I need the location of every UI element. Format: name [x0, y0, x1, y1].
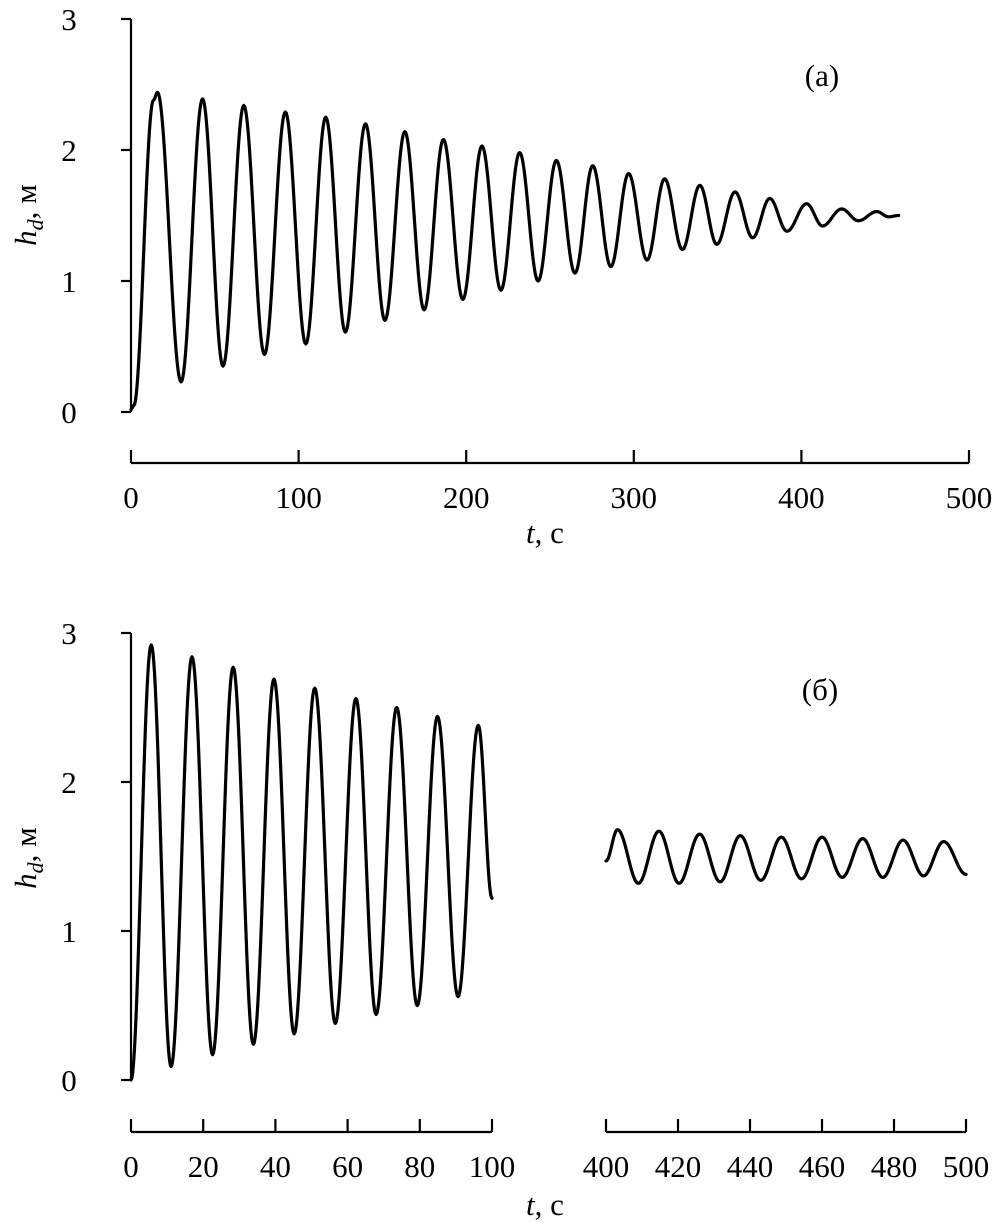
- panel-label: (a): [805, 58, 839, 93]
- x-tick-label: 40: [260, 1149, 291, 1184]
- y-tick-label: 3: [61, 616, 77, 651]
- y-tick-label: 0: [61, 1063, 77, 1098]
- y-axis: 0 1 2 3: [61, 2, 133, 430]
- y-tick-label: 1: [61, 264, 77, 299]
- x-axis-title: t, с: [526, 515, 564, 550]
- x-tick-label: 440: [727, 1149, 774, 1184]
- y-tick-label: 2: [61, 133, 77, 168]
- x-tick-label: 480: [871, 1149, 918, 1184]
- x-tick-label: 400: [778, 480, 825, 515]
- panel-label: (б): [802, 672, 838, 707]
- x-axis: 0 20 40 60 80 100 400 420 440 460 480 500: [123, 1119, 989, 1184]
- y-tick-label: 1: [61, 914, 77, 949]
- x-tick-label: 300: [611, 480, 658, 515]
- x-axis-title: t, с: [526, 1187, 564, 1222]
- x-tick-label: 0: [123, 1149, 139, 1184]
- x-tick-label: 0: [123, 480, 139, 515]
- y-tick-label: 3: [61, 2, 77, 37]
- y-axis: 0 1 2 3: [61, 616, 133, 1098]
- x-tick-label: 100: [275, 480, 322, 515]
- x-tick-label: 400: [583, 1149, 630, 1184]
- series-curve: [129, 90, 901, 411]
- x-tick-label: 20: [188, 1149, 219, 1184]
- y-tick-label: 2: [61, 765, 77, 800]
- x-tick-label: 100: [469, 1149, 516, 1184]
- y-axis-title: hd, м: [8, 184, 48, 246]
- x-axis: 0 100 200 300 400 500: [123, 450, 992, 515]
- x-tick-label: 200: [443, 480, 490, 515]
- x-tick-label: 500: [946, 480, 993, 515]
- x-tick-label: 460: [799, 1149, 846, 1184]
- x-tick-label: 500: [943, 1149, 990, 1184]
- series-line: [129, 90, 901, 411]
- y-tick-label: 0: [61, 395, 77, 430]
- series-line: [604, 828, 968, 885]
- x-tick-label: 420: [655, 1149, 702, 1184]
- y-axis-title: hd, м: [8, 827, 48, 889]
- series-curve: [129, 643, 968, 1082]
- x-tick-label: 60: [332, 1149, 363, 1184]
- series-line: [129, 643, 494, 1082]
- chart-panel-a: 0 1 2 3 0 100 200 300 400 500 (a) t, с hd, м: [8, 2, 992, 550]
- x-tick-label: 80: [404, 1149, 435, 1184]
